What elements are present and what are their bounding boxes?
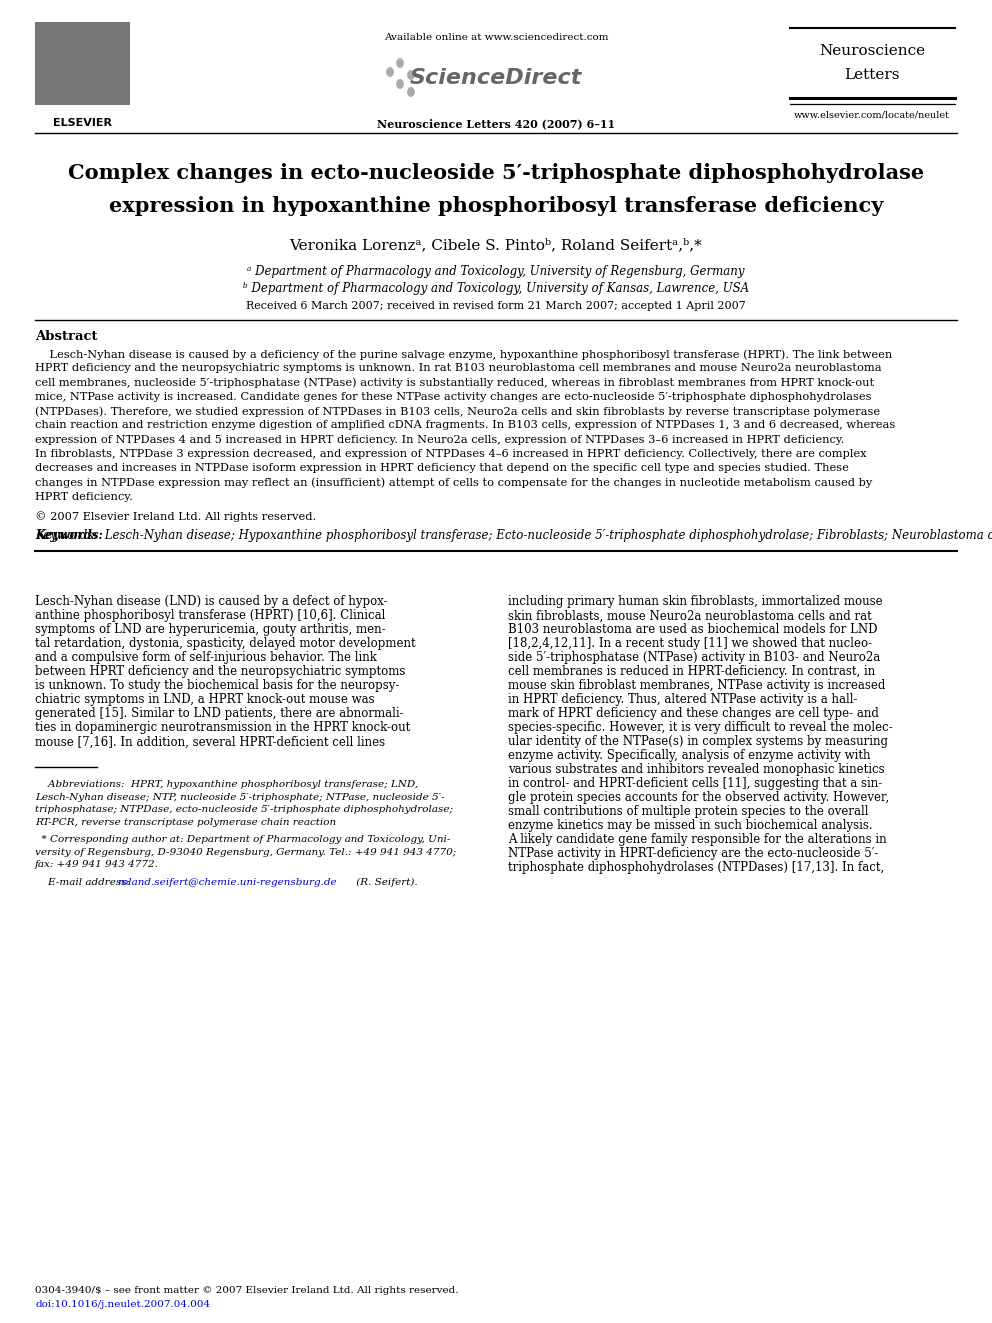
- Text: Lesch-Nyhan disease is caused by a deficiency of the purine salvage enzyme, hypo: Lesch-Nyhan disease is caused by a defic…: [35, 349, 892, 360]
- Text: Letters: Letters: [844, 67, 900, 82]
- Text: side 5′-triphosphatase (NTPase) activity in B103- and Neuro2a: side 5′-triphosphatase (NTPase) activity…: [508, 651, 880, 664]
- Text: symptoms of LND are hyperuricemia, gouty arthritis, men-: symptoms of LND are hyperuricemia, gouty…: [35, 623, 386, 636]
- Circle shape: [397, 58, 403, 67]
- Text: © 2007 Elsevier Ireland Ltd. All rights reserved.: © 2007 Elsevier Ireland Ltd. All rights …: [35, 511, 316, 523]
- Text: ELSEVIER: ELSEVIER: [53, 118, 111, 128]
- Text: cell membranes, nucleoside 5′-triphosphatase (NTPase) activity is substantially : cell membranes, nucleoside 5′-triphospha…: [35, 377, 874, 388]
- Text: HPRT deficiency.: HPRT deficiency.: [35, 492, 133, 501]
- Text: between HPRT deficiency and the neuropsychiatric symptoms: between HPRT deficiency and the neuropsy…: [35, 665, 406, 679]
- Text: various substrates and inhibitors revealed monophasic kinetics: various substrates and inhibitors reveal…: [508, 763, 885, 777]
- Text: (R. Seifert).: (R. Seifert).: [353, 877, 418, 886]
- Circle shape: [408, 70, 415, 79]
- Text: mouse [7,16]. In addition, several HPRT-deficient cell lines: mouse [7,16]. In addition, several HPRT-…: [35, 736, 385, 749]
- Text: in control- and HPRT-deficient cells [11], suggesting that a sin-: in control- and HPRT-deficient cells [11…: [508, 778, 882, 790]
- Text: small contributions of multiple protein species to the overall: small contributions of multiple protein …: [508, 806, 869, 819]
- Text: tal retardation, dystonia, spasticity, delayed motor development: tal retardation, dystonia, spasticity, d…: [35, 638, 416, 651]
- Text: (NTPDases). Therefore, we studied expression of NTPDases in B103 cells, Neuro2a : (NTPDases). Therefore, we studied expres…: [35, 406, 880, 417]
- Text: mark of HPRT deficiency and these changes are cell type- and: mark of HPRT deficiency and these change…: [508, 708, 879, 720]
- Text: Complex changes in ecto-nucleoside 5′-triphosphate diphosphohydrolase: Complex changes in ecto-nucleoside 5′-tr…: [67, 163, 925, 183]
- Bar: [35, 22, 130, 105]
- Text: E-mail address:: E-mail address:: [35, 877, 133, 886]
- Text: doi:10.1016/j.neulet.2007.04.004: doi:10.1016/j.neulet.2007.04.004: [35, 1301, 210, 1308]
- Circle shape: [397, 79, 403, 89]
- Text: Keywords:  Lesch-Nyhan disease; Hypoxanthine phosphoribosyl transferase; Ecto-nu: Keywords: Lesch-Nyhan disease; Hypoxanth…: [35, 529, 992, 542]
- Text: decreases and increases in NTPDase isoform expression in HPRT deficiency that de: decreases and increases in NTPDase isofo…: [35, 463, 849, 474]
- Text: including primary human skin fibroblasts, immortalized mouse: including primary human skin fibroblasts…: [508, 595, 883, 609]
- Text: versity of Regensburg, D-93040 Regensburg, Germany. Tel.: +49 941 943 4770;: versity of Regensburg, D-93040 Regensbur…: [35, 848, 456, 857]
- Text: Keywords:: Keywords:: [35, 529, 107, 542]
- Text: Lesch-Nyhan disease (LND) is caused by a defect of hypox-: Lesch-Nyhan disease (LND) is caused by a…: [35, 595, 388, 609]
- Text: B103 neuroblastoma are used as biochemical models for LND: B103 neuroblastoma are used as biochemic…: [508, 623, 878, 636]
- Text: Abbreviations:  HPRT, hypoxanthine phosphoribosyl transferase; LND,: Abbreviations: HPRT, hypoxanthine phosph…: [35, 781, 418, 790]
- Text: ᵇ Department of Pharmacology and Toxicology, University of Kansas, Lawrence, USA: ᵇ Department of Pharmacology and Toxicol…: [243, 282, 749, 295]
- Text: Abstract: Abstract: [35, 329, 97, 343]
- Text: enzyme kinetics may be missed in such biochemical analysis.: enzyme kinetics may be missed in such bi…: [508, 819, 873, 832]
- Text: Neuroscience: Neuroscience: [819, 44, 926, 58]
- Text: is unknown. To study the biochemical basis for the neuropsy-: is unknown. To study the biochemical bas…: [35, 679, 400, 692]
- Text: RT-PCR, reverse transcriptase polymerase chain reaction: RT-PCR, reverse transcriptase polymerase…: [35, 818, 336, 827]
- Text: species-specific. However, it is very difficult to reveal the molec-: species-specific. However, it is very di…: [508, 721, 893, 734]
- Text: triphosphate diphosphohydrolases (NTPDases) [17,13]. In fact,: triphosphate diphosphohydrolases (NTPDas…: [508, 861, 884, 875]
- Text: roland.seifert@chemie.uni-regensburg.de: roland.seifert@chemie.uni-regensburg.de: [117, 877, 336, 886]
- Text: In fibroblasts, NTPDase 3 expression decreased, and expression of NTPDases 4–6 i: In fibroblasts, NTPDase 3 expression dec…: [35, 448, 866, 459]
- Text: cell membranes is reduced in HPRT-deficiency. In contrast, in: cell membranes is reduced in HPRT-defici…: [508, 665, 875, 679]
- Text: [18,2,4,12,11]. In a recent study [11] we showed that nucleo-: [18,2,4,12,11]. In a recent study [11] w…: [508, 638, 872, 651]
- Text: Received 6 March 2007; received in revised form 21 March 2007; accepted 1 April : Received 6 March 2007; received in revis…: [246, 302, 746, 311]
- Text: expression of NTPDases 4 and 5 increased in HPRT deficiency. In Neuro2a cells, e: expression of NTPDases 4 and 5 increased…: [35, 435, 844, 445]
- Text: Available online at www.sciencedirect.com: Available online at www.sciencedirect.co…: [384, 33, 608, 42]
- Text: Veronika Lorenzᵃ, Cibele S. Pintoᵇ, Roland Seifertᵃ,ᵇ,*: Veronika Lorenzᵃ, Cibele S. Pintoᵇ, Rola…: [290, 238, 702, 251]
- Text: triphosphatase; NTPDase, ecto-nucleoside 5′-triphosphate diphosphohydrolase;: triphosphatase; NTPDase, ecto-nucleoside…: [35, 806, 453, 814]
- Text: enzyme activity. Specifically, analysis of enzyme activity with: enzyme activity. Specifically, analysis …: [508, 749, 871, 762]
- Text: fax: +49 941 943 4772.: fax: +49 941 943 4772.: [35, 860, 159, 869]
- Text: * Corresponding author at: Department of Pharmacology and Toxicology, Uni-: * Corresponding author at: Department of…: [35, 835, 450, 844]
- Circle shape: [408, 87, 415, 97]
- Text: expression in hypoxanthine phosphoribosyl transferase deficiency: expression in hypoxanthine phosphoribosy…: [109, 196, 883, 216]
- Text: and a compulsive form of self-injurious behavior. The link: and a compulsive form of self-injurious …: [35, 651, 377, 664]
- Text: www.elsevier.com/locate/neulet: www.elsevier.com/locate/neulet: [794, 111, 950, 120]
- Text: ᵃ Department of Pharmacology and Toxicology, University of Regensburg, Germany: ᵃ Department of Pharmacology and Toxicol…: [247, 265, 745, 278]
- Text: chiatric symptoms in LND, a HPRT knock-out mouse was: chiatric symptoms in LND, a HPRT knock-o…: [35, 693, 375, 706]
- Text: generated [15]. Similar to LND patients, there are abnormali-: generated [15]. Similar to LND patients,…: [35, 708, 404, 720]
- Text: in HPRT deficiency. Thus, altered NTPase activity is a hall-: in HPRT deficiency. Thus, altered NTPase…: [508, 693, 857, 706]
- Text: ties in dopaminergic neurotransmission in the HPRT knock-out: ties in dopaminergic neurotransmission i…: [35, 721, 411, 734]
- Text: ScienceDirect: ScienceDirect: [410, 67, 582, 89]
- Text: A likely candidate gene family responsible for the alterations in: A likely candidate gene family responsib…: [508, 833, 887, 847]
- Text: ular identity of the NTPase(s) in complex systems by measuring: ular identity of the NTPase(s) in comple…: [508, 736, 888, 749]
- Text: NTPase activity in HPRT-deficiency are the ecto-nucleoside 5′-: NTPase activity in HPRT-deficiency are t…: [508, 847, 878, 860]
- Text: HPRT deficiency and the neuropsychiatric symptoms is unknown. In rat B103 neurob: HPRT deficiency and the neuropsychiatric…: [35, 364, 882, 373]
- Text: Neuroscience Letters 420 (2007) 6–11: Neuroscience Letters 420 (2007) 6–11: [377, 118, 615, 130]
- Text: skin fibroblasts, mouse Neuro2a neuroblastoma cells and rat: skin fibroblasts, mouse Neuro2a neurobla…: [508, 610, 872, 622]
- Circle shape: [387, 67, 393, 77]
- Text: chain reaction and restriction enzyme digestion of amplified cDNA fragments. In : chain reaction and restriction enzyme di…: [35, 421, 895, 430]
- Text: changes in NTPDase expression may reflect an (insufficient) attempt of cells to : changes in NTPDase expression may reflec…: [35, 478, 872, 488]
- Text: mouse skin fibroblast membranes, NTPase activity is increased: mouse skin fibroblast membranes, NTPase …: [508, 679, 886, 692]
- Text: Lesch-Nyhan disease; NTP, nucleoside 5′-triphosphate; NTPase, nucleoside 5′-: Lesch-Nyhan disease; NTP, nucleoside 5′-…: [35, 792, 444, 802]
- Text: mice, NTPase activity is increased. Candidate genes for these NTPase activity ch: mice, NTPase activity is increased. Cand…: [35, 392, 872, 402]
- Text: 0304-3940/$ – see front matter © 2007 Elsevier Ireland Ltd. All rights reserved.: 0304-3940/$ – see front matter © 2007 El…: [35, 1286, 458, 1295]
- Text: gle protein species accounts for the observed activity. However,: gle protein species accounts for the obs…: [508, 791, 889, 804]
- Text: anthine phosphoribosyl transferase (HPRT) [10,6]. Clinical: anthine phosphoribosyl transferase (HPRT…: [35, 610, 385, 622]
